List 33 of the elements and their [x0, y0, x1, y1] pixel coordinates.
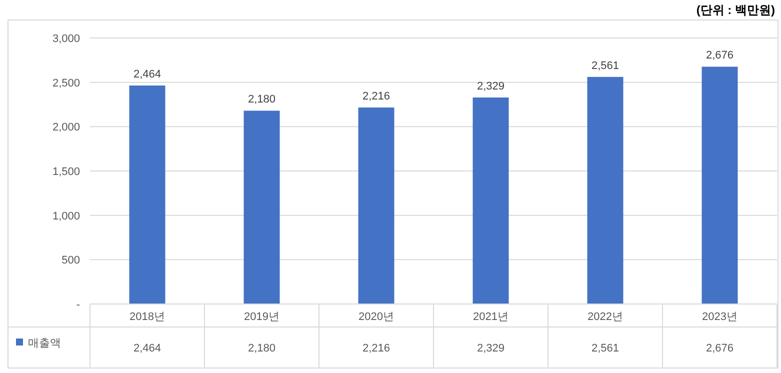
bar: [129, 86, 166, 304]
x-tick-label: 2018년: [130, 311, 165, 323]
data-label: 2,216: [362, 342, 390, 354]
data-label: 2,329: [476, 342, 505, 354]
bar: [702, 66, 738, 304]
bar: [358, 108, 394, 304]
y-tick-label: 500: [62, 254, 80, 267]
y-tick-label: -: [76, 299, 80, 311]
data-label: 2,676: [706, 342, 734, 354]
y-tick-label: 2,000: [52, 122, 80, 134]
bar: [244, 110, 280, 304]
x-tick-label: 2023년: [702, 311, 738, 323]
text: 2,464: [133, 68, 162, 81]
x-tick-label: 2020년: [358, 311, 394, 323]
bar: [587, 76, 624, 304]
y-tick-label: 1,500: [52, 166, 80, 178]
x-tick-label: 2019년: [244, 311, 280, 323]
text: (단위 : 백만원): [696, 3, 776, 17]
data-label: 2,464: [133, 342, 162, 354]
y-tick-label: 2,500: [52, 77, 80, 90]
x-tick-label: 2021년: [473, 311, 508, 323]
x-tick-label: 2022년: [588, 311, 623, 323]
data-label: 2,561: [591, 342, 620, 354]
text: 2,676: [706, 50, 734, 62]
y-tick-label: 3,000: [52, 33, 80, 45]
text: 2,561: [591, 60, 620, 72]
legend-label: 매출액: [28, 338, 61, 350]
text: 2,329: [476, 80, 505, 92]
bar: [472, 97, 509, 304]
text: 2,216: [362, 90, 390, 103]
data-label: 2,180: [248, 342, 276, 354]
text: 2,180: [248, 94, 276, 106]
y-tick-label: 1,000: [52, 210, 80, 222]
